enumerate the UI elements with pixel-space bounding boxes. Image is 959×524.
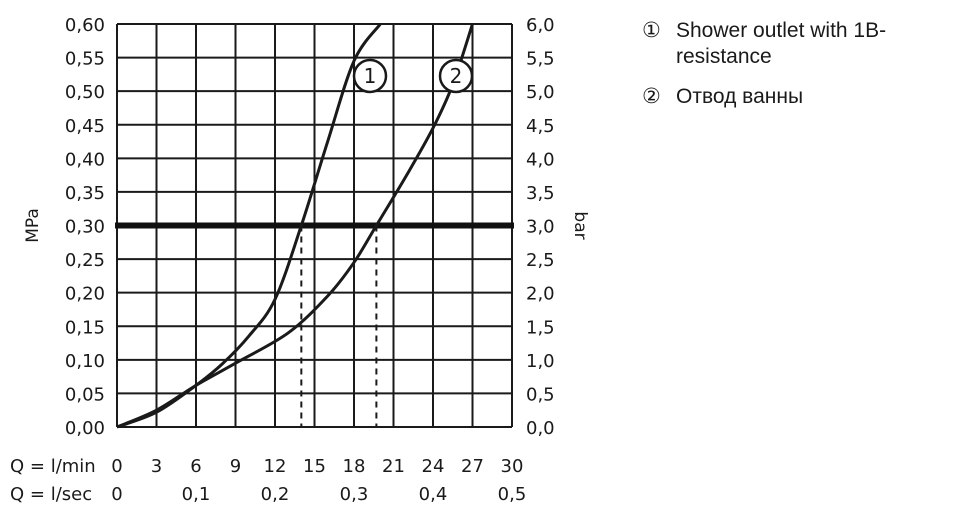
- y-right-tick-label: 4,0: [526, 149, 555, 170]
- y-left-axis-title: MPa: [23, 208, 43, 243]
- x-tick-label-lmin: 15: [303, 456, 326, 477]
- series-2-marker-label: 2: [450, 64, 463, 88]
- y-right-tick-label: 1,0: [526, 351, 555, 372]
- y-right-tick-label: 3,0: [526, 217, 555, 238]
- y-left-tick-label: 0,55: [65, 49, 105, 70]
- y-left-tick-label: 0,40: [65, 149, 105, 170]
- y-left-tick-label: 0,15: [65, 317, 105, 338]
- legend-item-2: ② Отвод ванны: [642, 84, 952, 110]
- y-right-tick-label: 3,5: [526, 183, 555, 204]
- y-left-tick-label: 0,05: [65, 384, 105, 405]
- axes: 0,000,050,100,150,200,250,300,350,400,45…: [10, 15, 590, 505]
- x-tick-label-lmin: 21: [382, 456, 405, 477]
- y-left-tick-label: 0,60: [65, 15, 105, 36]
- y-left-tick-label: 0,35: [65, 183, 105, 204]
- x-tick-label-lsec: 0,1: [182, 484, 211, 505]
- y-left-tick-label: 0,25: [65, 250, 105, 271]
- y-right-tick-label: 2,5: [526, 250, 555, 271]
- y-left-tick-label: 0,00: [65, 418, 105, 439]
- legend-label-1: Shower outlet with 1B-resistance: [676, 19, 887, 68]
- x-axis-title-lsec: Q = l/sec: [10, 484, 92, 505]
- series-2-line: [116, 23, 474, 429]
- y-left-tick-label: 0,45: [65, 116, 105, 137]
- x-tick-label-lsec: 0: [111, 484, 122, 505]
- x-tick-label-lmin: 9: [230, 456, 241, 477]
- x-tick-label-lmin: 27: [461, 456, 484, 477]
- y-left-tick-label: 0,10: [65, 351, 105, 372]
- y-right-tick-label: 5,0: [526, 82, 555, 103]
- x-tick-label-lmin: 3: [151, 456, 162, 477]
- x-tick-label-lsec: 0,2: [261, 484, 290, 505]
- x-tick-label-lmin: 6: [190, 456, 201, 477]
- x-tick-label-lsec: 0,4: [419, 484, 448, 505]
- reference-lines: [115, 222, 514, 427]
- y-left-tick-label: 0,30: [65, 217, 105, 238]
- x-tick-label-lmin: 0: [111, 456, 122, 477]
- y-right-axis-title: bar: [570, 211, 590, 239]
- y-right-tick-label: 2,0: [526, 284, 555, 305]
- x-axis-title-lmin: Q = l/min: [10, 456, 96, 477]
- y-right-tick-label: 6,0: [526, 15, 555, 36]
- y-left-tick-label: 0,50: [65, 82, 105, 103]
- y-right-tick-label: 4,5: [526, 116, 555, 137]
- y-right-tick-label: 1,5: [526, 317, 555, 338]
- y-right-tick-label: 0,0: [526, 418, 555, 439]
- x-tick-label-lsec: 0,5: [498, 484, 527, 505]
- legend-marker-2: ②: [642, 85, 661, 108]
- x-tick-label-lmin: 12: [264, 456, 287, 477]
- y-right-tick-label: 0,5: [526, 384, 555, 405]
- x-tick-label-lmin: 24: [422, 456, 445, 477]
- legend-label-2: Отвод ванны: [676, 85, 804, 108]
- x-tick-label-lmin: 18: [343, 456, 366, 477]
- legend-item-1: ① Shower outlet with 1B-resistance: [642, 18, 952, 70]
- series-1-marker-label: 1: [364, 64, 377, 88]
- series-1-marker-circle: [352, 58, 388, 94]
- y-left-tick-label: 0,20: [65, 284, 105, 305]
- x-tick-label-lmin: 30: [501, 456, 524, 477]
- series-2-marker-circle: [438, 58, 474, 94]
- legend-marker-1: ①: [642, 19, 661, 42]
- legend: ① Shower outlet with 1B-resistance ② Отв…: [642, 18, 952, 124]
- y-right-tick-label: 5,5: [526, 49, 555, 70]
- x-tick-label-lsec: 0,3: [340, 484, 369, 505]
